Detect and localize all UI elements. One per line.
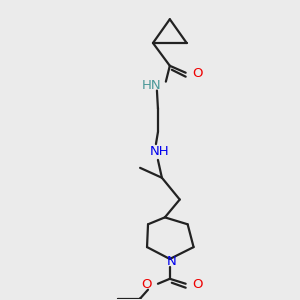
Text: O: O bbox=[141, 278, 151, 291]
Text: HN: HN bbox=[142, 79, 162, 92]
Text: O: O bbox=[192, 67, 203, 80]
Text: N: N bbox=[167, 256, 177, 268]
Text: O: O bbox=[192, 278, 203, 291]
Text: NH: NH bbox=[150, 146, 170, 158]
